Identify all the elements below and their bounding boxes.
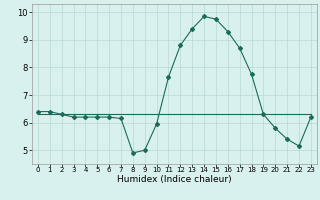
X-axis label: Humidex (Indice chaleur): Humidex (Indice chaleur) bbox=[117, 175, 232, 184]
